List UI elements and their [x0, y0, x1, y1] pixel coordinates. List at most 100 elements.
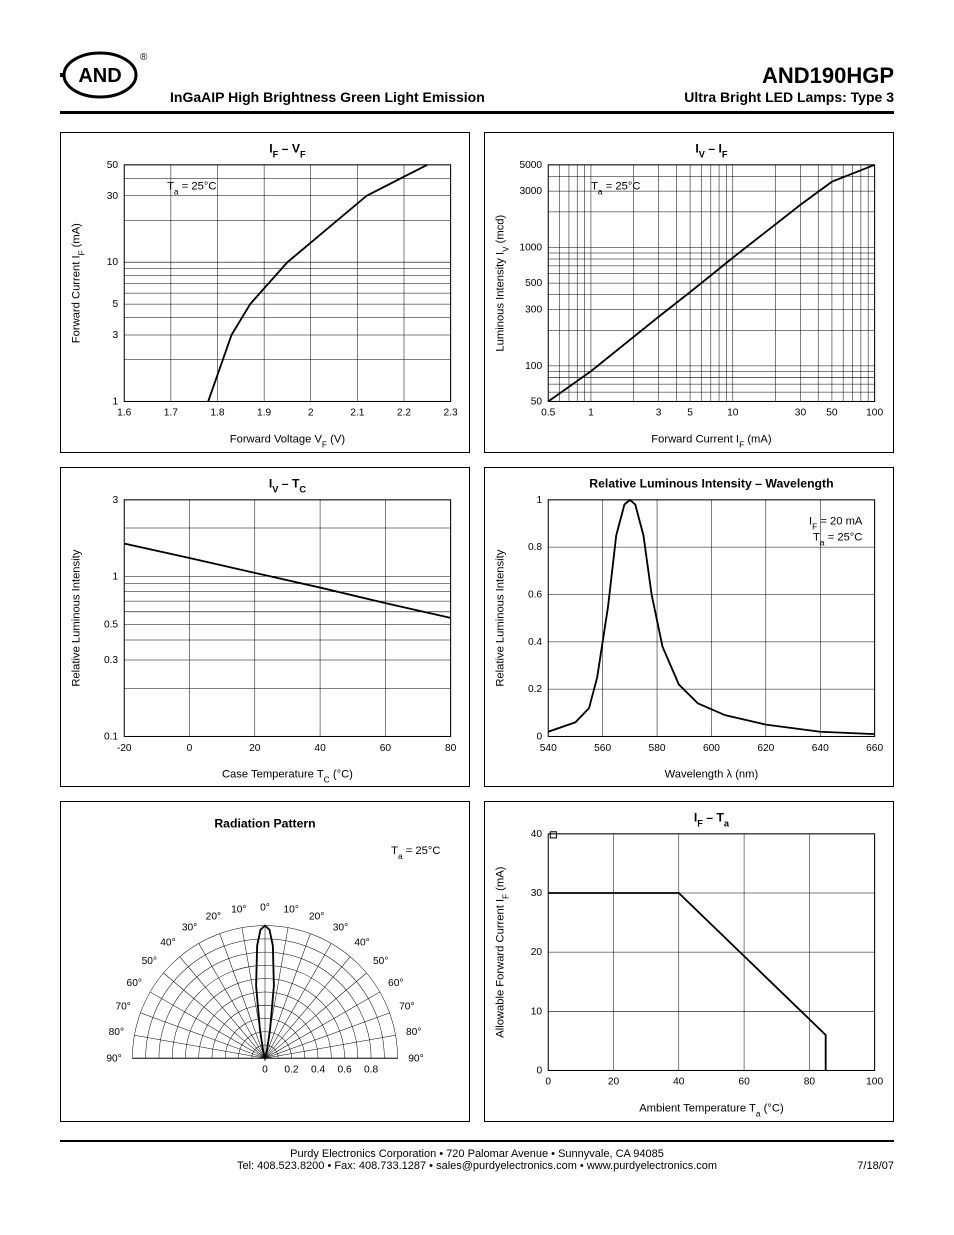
footer: Purdy Electronics Corporation • 720 Palo… [60, 1140, 894, 1172]
svg-text:580: 580 [649, 742, 666, 753]
svg-text:1: 1 [112, 571, 118, 582]
svg-text:70°: 70° [115, 1002, 130, 1013]
svg-text:70°: 70° [399, 1002, 414, 1013]
svg-text:2.2: 2.2 [397, 408, 411, 419]
svg-text:Forward Current IF (mA): Forward Current IF (mA) [651, 433, 772, 449]
svg-text:Forward Current IF (mA): Forward Current IF (mA) [70, 223, 86, 343]
svg-text:Relative Luminous Intensity: Relative Luminous Intensity [494, 549, 506, 686]
brand-logo: AND ® [60, 50, 150, 105]
svg-text:600: 600 [703, 742, 720, 753]
chart-wavelength: 54056058060062064066000.20.40.60.81Wavel… [484, 467, 894, 788]
svg-text:1: 1 [588, 408, 594, 419]
logo-reg: ® [140, 52, 148, 63]
svg-text:IF = 20 mA: IF = 20 mA [809, 515, 863, 531]
subtitle: InGaAIP High Brightness Green Light Emis… [170, 89, 485, 105]
svg-text:640: 640 [812, 742, 829, 753]
svg-text:0: 0 [536, 731, 542, 742]
svg-text:50°: 50° [142, 957, 157, 968]
svg-text:100: 100 [866, 408, 883, 419]
svg-text:0.5: 0.5 [541, 408, 555, 419]
svg-text:80°: 80° [109, 1027, 124, 1038]
svg-text:5000: 5000 [519, 160, 542, 171]
svg-text:0: 0 [536, 1066, 542, 1077]
svg-text:0.8: 0.8 [364, 1065, 378, 1076]
svg-text:5: 5 [687, 408, 693, 419]
svg-text:20°: 20° [206, 912, 221, 923]
svg-text:Ambient Temperature Ta (°C): Ambient Temperature Ta (°C) [639, 1103, 784, 1119]
svg-text:1.9: 1.9 [257, 408, 271, 419]
svg-text:500: 500 [525, 278, 542, 289]
chart-radiation: Radiation PatternTa = 25°C90°80°70°60°50… [60, 801, 470, 1122]
svg-text:50: 50 [531, 397, 543, 408]
svg-text:0.2: 0.2 [284, 1065, 298, 1076]
svg-text:Ta = 25°C: Ta = 25°C [591, 180, 640, 196]
svg-text:40: 40 [673, 1077, 685, 1088]
svg-text:IF – Ta: IF – Ta [694, 811, 730, 829]
svg-text:80°: 80° [406, 1027, 421, 1038]
svg-text:60°: 60° [388, 978, 403, 989]
svg-text:2.1: 2.1 [350, 408, 364, 419]
svg-text:300: 300 [525, 304, 542, 315]
svg-text:3: 3 [112, 330, 118, 341]
chart-grid: 1.61.71.81.922.12.22.3135103050Forward V… [60, 132, 894, 1122]
svg-text:-20: -20 [117, 742, 132, 753]
svg-text:620: 620 [757, 742, 774, 753]
footer-date: 7/18/07 [857, 1160, 894, 1172]
svg-text:90°: 90° [106, 1054, 121, 1065]
svg-text:1.8: 1.8 [210, 408, 224, 419]
svg-text:10°: 10° [231, 905, 246, 916]
svg-text:1.7: 1.7 [164, 408, 178, 419]
svg-text:Relative Luminous Intensity: Relative Luminous Intensity [70, 549, 82, 686]
svg-text:660: 660 [866, 742, 883, 753]
svg-text:30°: 30° [182, 923, 197, 934]
svg-text:Relative Luminous Intensity –: Relative Luminous Intensity – Wavelength [589, 476, 833, 490]
svg-text:0.5: 0.5 [104, 619, 118, 630]
svg-text:10°: 10° [284, 905, 299, 916]
chart-if-vf: 1.61.71.81.922.12.22.3135103050Forward V… [60, 132, 470, 453]
chart-if-ta: 020406080100010203040Ambient Temperature… [484, 801, 894, 1122]
svg-text:2.3: 2.3 [444, 408, 458, 419]
svg-text:Allowable Forward Current IF: Allowable Forward Current IF (mA) [494, 867, 510, 1038]
svg-text:40°: 40° [160, 938, 175, 949]
svg-text:Luminous Intensity IV (mcd): Luminous Intensity IV (mcd) [494, 214, 510, 351]
svg-text:IV – IF: IV – IF [695, 142, 728, 160]
svg-text:20: 20 [608, 1077, 620, 1088]
svg-text:0: 0 [262, 1065, 268, 1076]
svg-text:40: 40 [314, 742, 326, 753]
chart-iv-tc: -200204060800.10.30.513Case Temperature … [60, 467, 470, 788]
svg-text:0°: 0° [260, 903, 270, 914]
svg-text:60°: 60° [127, 978, 142, 989]
part-number: AND190HGP [684, 63, 894, 89]
svg-text:50°: 50° [373, 957, 388, 968]
svg-text:3: 3 [112, 495, 118, 506]
svg-text:540: 540 [540, 742, 557, 753]
svg-text:Ta = 25°C: Ta = 25°C [391, 846, 440, 862]
svg-text:50: 50 [826, 408, 838, 419]
svg-text:100: 100 [525, 361, 542, 372]
svg-text:0.3: 0.3 [104, 655, 118, 666]
svg-text:60: 60 [738, 1077, 750, 1088]
svg-text:1.6: 1.6 [117, 408, 131, 419]
svg-text:3000: 3000 [519, 186, 542, 197]
svg-text:90°: 90° [408, 1054, 423, 1065]
svg-text:50: 50 [107, 160, 119, 171]
svg-text:0.6: 0.6 [337, 1065, 351, 1076]
svg-text:0.8: 0.8 [528, 542, 542, 553]
svg-text:30: 30 [531, 888, 543, 899]
svg-text:30: 30 [107, 191, 119, 202]
svg-text:Wavelength λ (nm): Wavelength λ (nm) [665, 768, 759, 780]
svg-text:0.4: 0.4 [311, 1065, 325, 1076]
svg-text:30: 30 [795, 408, 807, 419]
svg-text:100: 100 [866, 1077, 883, 1088]
svg-text:560: 560 [594, 742, 611, 753]
svg-text:IF – VF: IF – VF [269, 142, 306, 160]
svg-text:0.6: 0.6 [528, 589, 542, 600]
svg-text:5: 5 [112, 299, 118, 310]
svg-text:10: 10 [531, 1007, 543, 1018]
svg-text:1: 1 [536, 495, 542, 506]
svg-text:0: 0 [187, 742, 193, 753]
svg-text:30°: 30° [333, 923, 348, 934]
svg-text:2: 2 [308, 408, 314, 419]
svg-text:Forward Voltage VF (V): Forward Voltage VF (V) [230, 433, 346, 449]
svg-text:1000: 1000 [519, 243, 542, 254]
